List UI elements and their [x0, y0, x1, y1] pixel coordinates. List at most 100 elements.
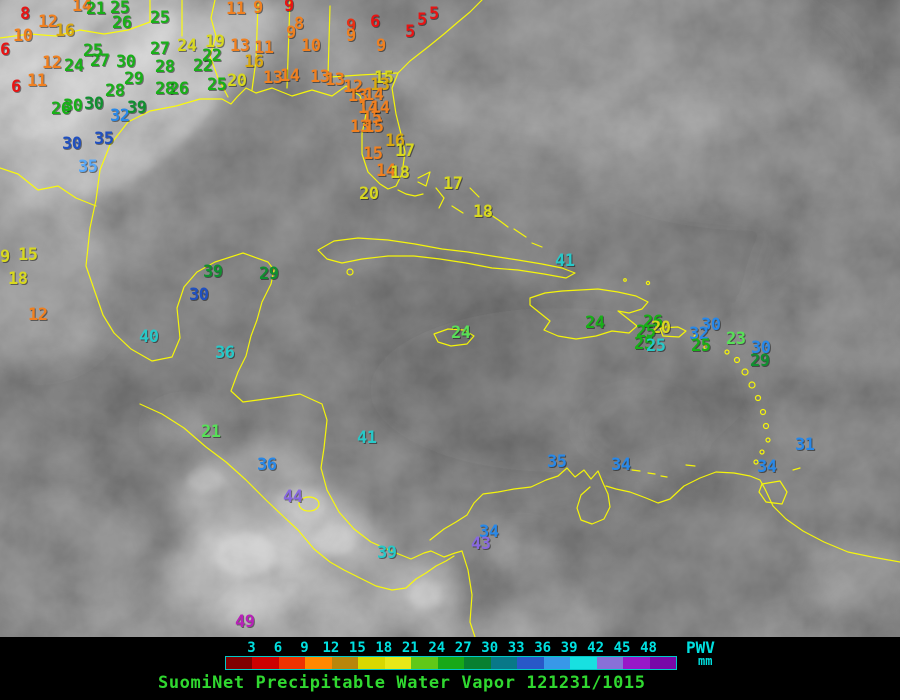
pwv-colorbar: [225, 656, 677, 670]
station-pwv-value: 30: [751, 338, 771, 358]
colorbar-cell: [358, 657, 385, 669]
station-pwv-value: 34: [479, 522, 499, 542]
colorbar-tick-label: 27: [454, 640, 472, 656]
station-pwv-value: 18: [8, 269, 28, 289]
station-pwv-value: 29: [259, 264, 279, 284]
station-pwv-value: 15: [374, 68, 394, 88]
station-pwv-value: 30: [189, 285, 209, 305]
colorbar-cell: [543, 657, 571, 669]
station-pwv-value: 6: [0, 40, 10, 60]
station-pwv-value: 5: [417, 10, 427, 30]
station-pwv-value: 26: [643, 312, 663, 332]
legend: 3 6 9 12 15 18 21 24 27 30 33 36 39 42 45 48 PWV mm Suo…: [0, 637, 900, 700]
coastline-florida-keys: [397, 189, 424, 197]
station-pwv-value: 13: [310, 67, 330, 87]
colorbar-cell: [490, 657, 518, 669]
station-pwv-value: 13: [350, 117, 370, 137]
colorbar-cell: [226, 657, 253, 669]
station-pwv-value: 14: [370, 98, 390, 118]
station-pwv-value: 25: [150, 8, 170, 28]
station-pwv-value: 18: [473, 202, 493, 222]
station-pwv-value: 12: [28, 305, 48, 325]
colorbar-cell: [649, 657, 676, 669]
lake-nicaragua: [298, 496, 320, 512]
station-pwv-value: 14: [72, 0, 92, 16]
station-pwv-value: 9: [346, 16, 356, 36]
station-pwv-value: 16: [55, 21, 75, 41]
colorbar-cell: [517, 657, 544, 669]
station-pwv-value: 11: [226, 0, 246, 19]
colorbar-tick-label: 21: [401, 640, 419, 656]
colorbar-tick-label: 42: [587, 640, 605, 656]
station-pwv-value: 25: [83, 41, 103, 61]
station-pwv-value: 5: [429, 4, 439, 24]
coastline-colombia-pacific: [461, 550, 477, 641]
station-pwv-value: 10: [301, 36, 321, 56]
station-pwv-value: 25: [110, 0, 130, 18]
station-pwv-value: 30: [701, 315, 721, 335]
station-pwv-value: 41: [357, 428, 377, 448]
station-pwv-value: 12: [343, 77, 363, 97]
colorbar-cell: [596, 657, 624, 669]
station-pwv-value: 21: [201, 422, 221, 442]
coastlines: [0, 0, 900, 641]
station-pwv-value: 27: [150, 39, 170, 59]
station-pwv-value: 40: [139, 327, 159, 347]
station-pwv-value: 15: [18, 245, 38, 265]
station-pwv-value: 9: [286, 23, 296, 43]
colorbar-ticks: 3 6 9 12 15 18 21 24 27 30 33 36 39 42 45 48: [0, 640, 900, 656]
coastline-puerto-rico: [659, 326, 687, 338]
station-pwv-value: 25: [646, 336, 666, 356]
station-pwv-value: 21: [86, 0, 106, 19]
coastline-pacific-central-america: [139, 403, 455, 591]
station-pwv-value: 25: [636, 322, 656, 342]
station-pwv-value: 6: [11, 77, 21, 97]
state-borders: [0, 0, 398, 207]
station-pwv-value: 15: [364, 117, 384, 137]
colorbar-cell: [570, 657, 597, 669]
station-pwv-value: 24: [585, 313, 605, 333]
station-pwv-value: 14: [376, 161, 396, 181]
station-pwv-value: 36: [215, 343, 235, 363]
station-pwv-value: 15: [362, 108, 382, 128]
station-pwv-value: 32: [689, 324, 709, 344]
station-pwv-value: 9: [0, 247, 10, 267]
station-pwv-value: 11: [27, 71, 47, 91]
station-pwv-value: 16: [385, 131, 405, 151]
station-pwv-value: 13: [263, 68, 283, 88]
station-pwv-value: 49: [235, 612, 255, 632]
station-pwv-value: 18: [390, 163, 410, 183]
station-pwv-value: 34: [611, 455, 631, 475]
station-pwv-value: 35: [78, 157, 98, 177]
station-pwv-value: 30: [62, 134, 82, 154]
colorbar-tick-label: 12: [322, 640, 340, 656]
station-pwv-value: 15: [363, 144, 383, 164]
station-pwv-value: 14: [280, 66, 300, 86]
station-pwv-value: 29: [124, 69, 144, 89]
colorbar-tick-label: 24: [428, 640, 446, 656]
station-pwv-value: 39: [127, 98, 147, 118]
station-pwv-value: 25: [634, 334, 654, 354]
colorbar-cell: [437, 657, 465, 669]
coastline-trinidad: [758, 480, 788, 505]
colorbar-cell: [305, 657, 332, 669]
station-pwv-value: 30: [84, 94, 104, 114]
station-pwv-value: 22: [193, 56, 213, 76]
station-pwv-value: 35: [94, 129, 114, 149]
station-pwv-value: 26: [169, 79, 189, 99]
station-pwv-value: 24: [64, 56, 84, 76]
colorbar-tick-label: 30: [481, 640, 499, 656]
station-pwv-value: 9: [346, 26, 356, 46]
station-pwv-value: 28: [155, 57, 175, 77]
colorbar-tick-label: 39: [560, 640, 578, 656]
station-pwv-value: 25: [207, 75, 227, 95]
colorbar-tick-label: 15: [348, 640, 366, 656]
station-pwv-value: 13: [348, 86, 368, 106]
coastline-south-america-east: [605, 471, 900, 563]
station-pwv-value: 9: [253, 0, 263, 18]
colorbar-tick-label: 33: [507, 640, 525, 656]
station-pwv-value: 20: [651, 318, 671, 338]
colorbar-tick-label: 48: [640, 640, 657, 656]
station-pwv-value: 17: [443, 174, 463, 194]
